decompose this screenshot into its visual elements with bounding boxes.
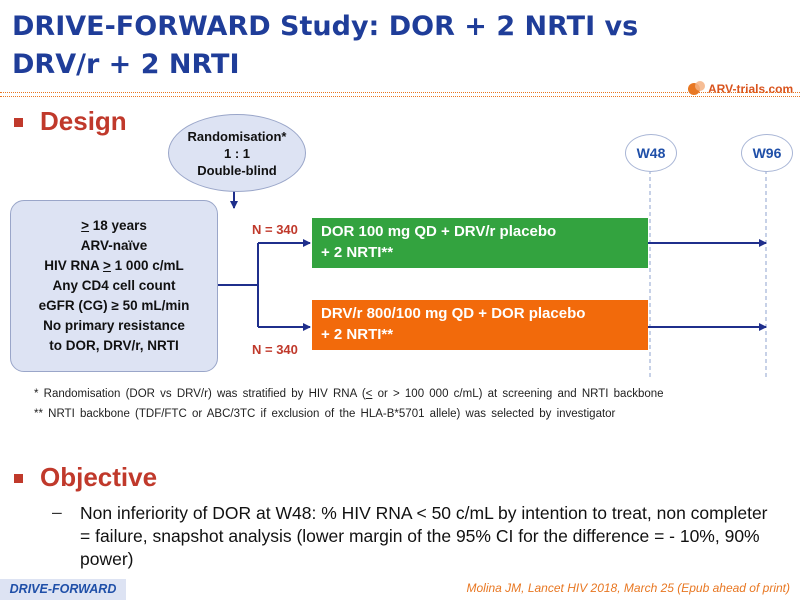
footnote-randomisation: * Randomisation (DOR vs DRV/r) was strat… [34, 388, 664, 400]
section-objective: Objective [40, 462, 158, 492]
timepoint-w48: W48 [625, 134, 677, 172]
criteria-age: > 18 years [81, 218, 147, 233]
objective-dash: – [52, 502, 62, 522]
square-bullet-icon [14, 118, 23, 127]
arm2-n-label: N = 340 [252, 342, 298, 357]
criteria-naive: ARV-naïve [80, 238, 148, 253]
arm1-line1: DOR 100 mg QD + DRV/r placebo [321, 223, 557, 240]
arm-drv-box: DRV/r 800/100 mg QD + DOR placebo + 2 NR… [312, 300, 648, 350]
arm-dor-box: DOR 100 mg QD + DRV/r placebo + 2 NRTI** [312, 218, 648, 268]
arm1-n-label: N = 340 [252, 222, 298, 237]
randomisation-oval: Randomisation* 1 : 1 Double-blind [168, 114, 306, 192]
objective-text: Non inferiority of DOR at W48: % HIV RNA… [80, 503, 768, 569]
footnote-nrti: ** NRTI backbone (TDF/FTC or ABC/3TC if … [34, 408, 616, 420]
criteria-cd4: Any CD4 cell count [52, 278, 176, 293]
randomisation-line1: Randomisation* [187, 128, 287, 144]
inclusion-criteria-box: > 18 years ARV-naïve HIV RNA > 1 000 c/m… [10, 200, 218, 372]
randomisation-blinding: Double-blind [197, 162, 277, 178]
randomisation-ratio: 1 : 1 [223, 145, 250, 161]
reference-citation: Molina JM, Lancet HIV 2018, March 25 (Ep… [466, 581, 790, 595]
arm2-line2: + 2 NRTI** [321, 326, 394, 343]
study-tag: DRIVE-FORWARD [0, 579, 126, 600]
title-divider [0, 92, 800, 97]
criteria-egfr: eGFR (CG) ≥ 50 mL/min [38, 298, 190, 313]
arm2-line1: DRV/r 800/100 mg QD + DOR placebo [321, 305, 586, 322]
criteria-resistance-1: No primary resistance [43, 318, 185, 333]
section-design: Design [40, 106, 127, 136]
criteria-resistance-2: to DOR, DRV/r, NRTI [49, 338, 179, 353]
timepoint-w96: W96 [741, 134, 793, 172]
square-bullet-icon [14, 474, 23, 483]
arm1-line2: + 2 NRTI** [321, 244, 394, 261]
page-title: DRIVE-FORWARD Study: DOR + 2 NRTI vs DRV… [12, 11, 639, 80]
criteria-hiv-rna: HIV RNA > 1 000 c/mL [44, 258, 184, 273]
